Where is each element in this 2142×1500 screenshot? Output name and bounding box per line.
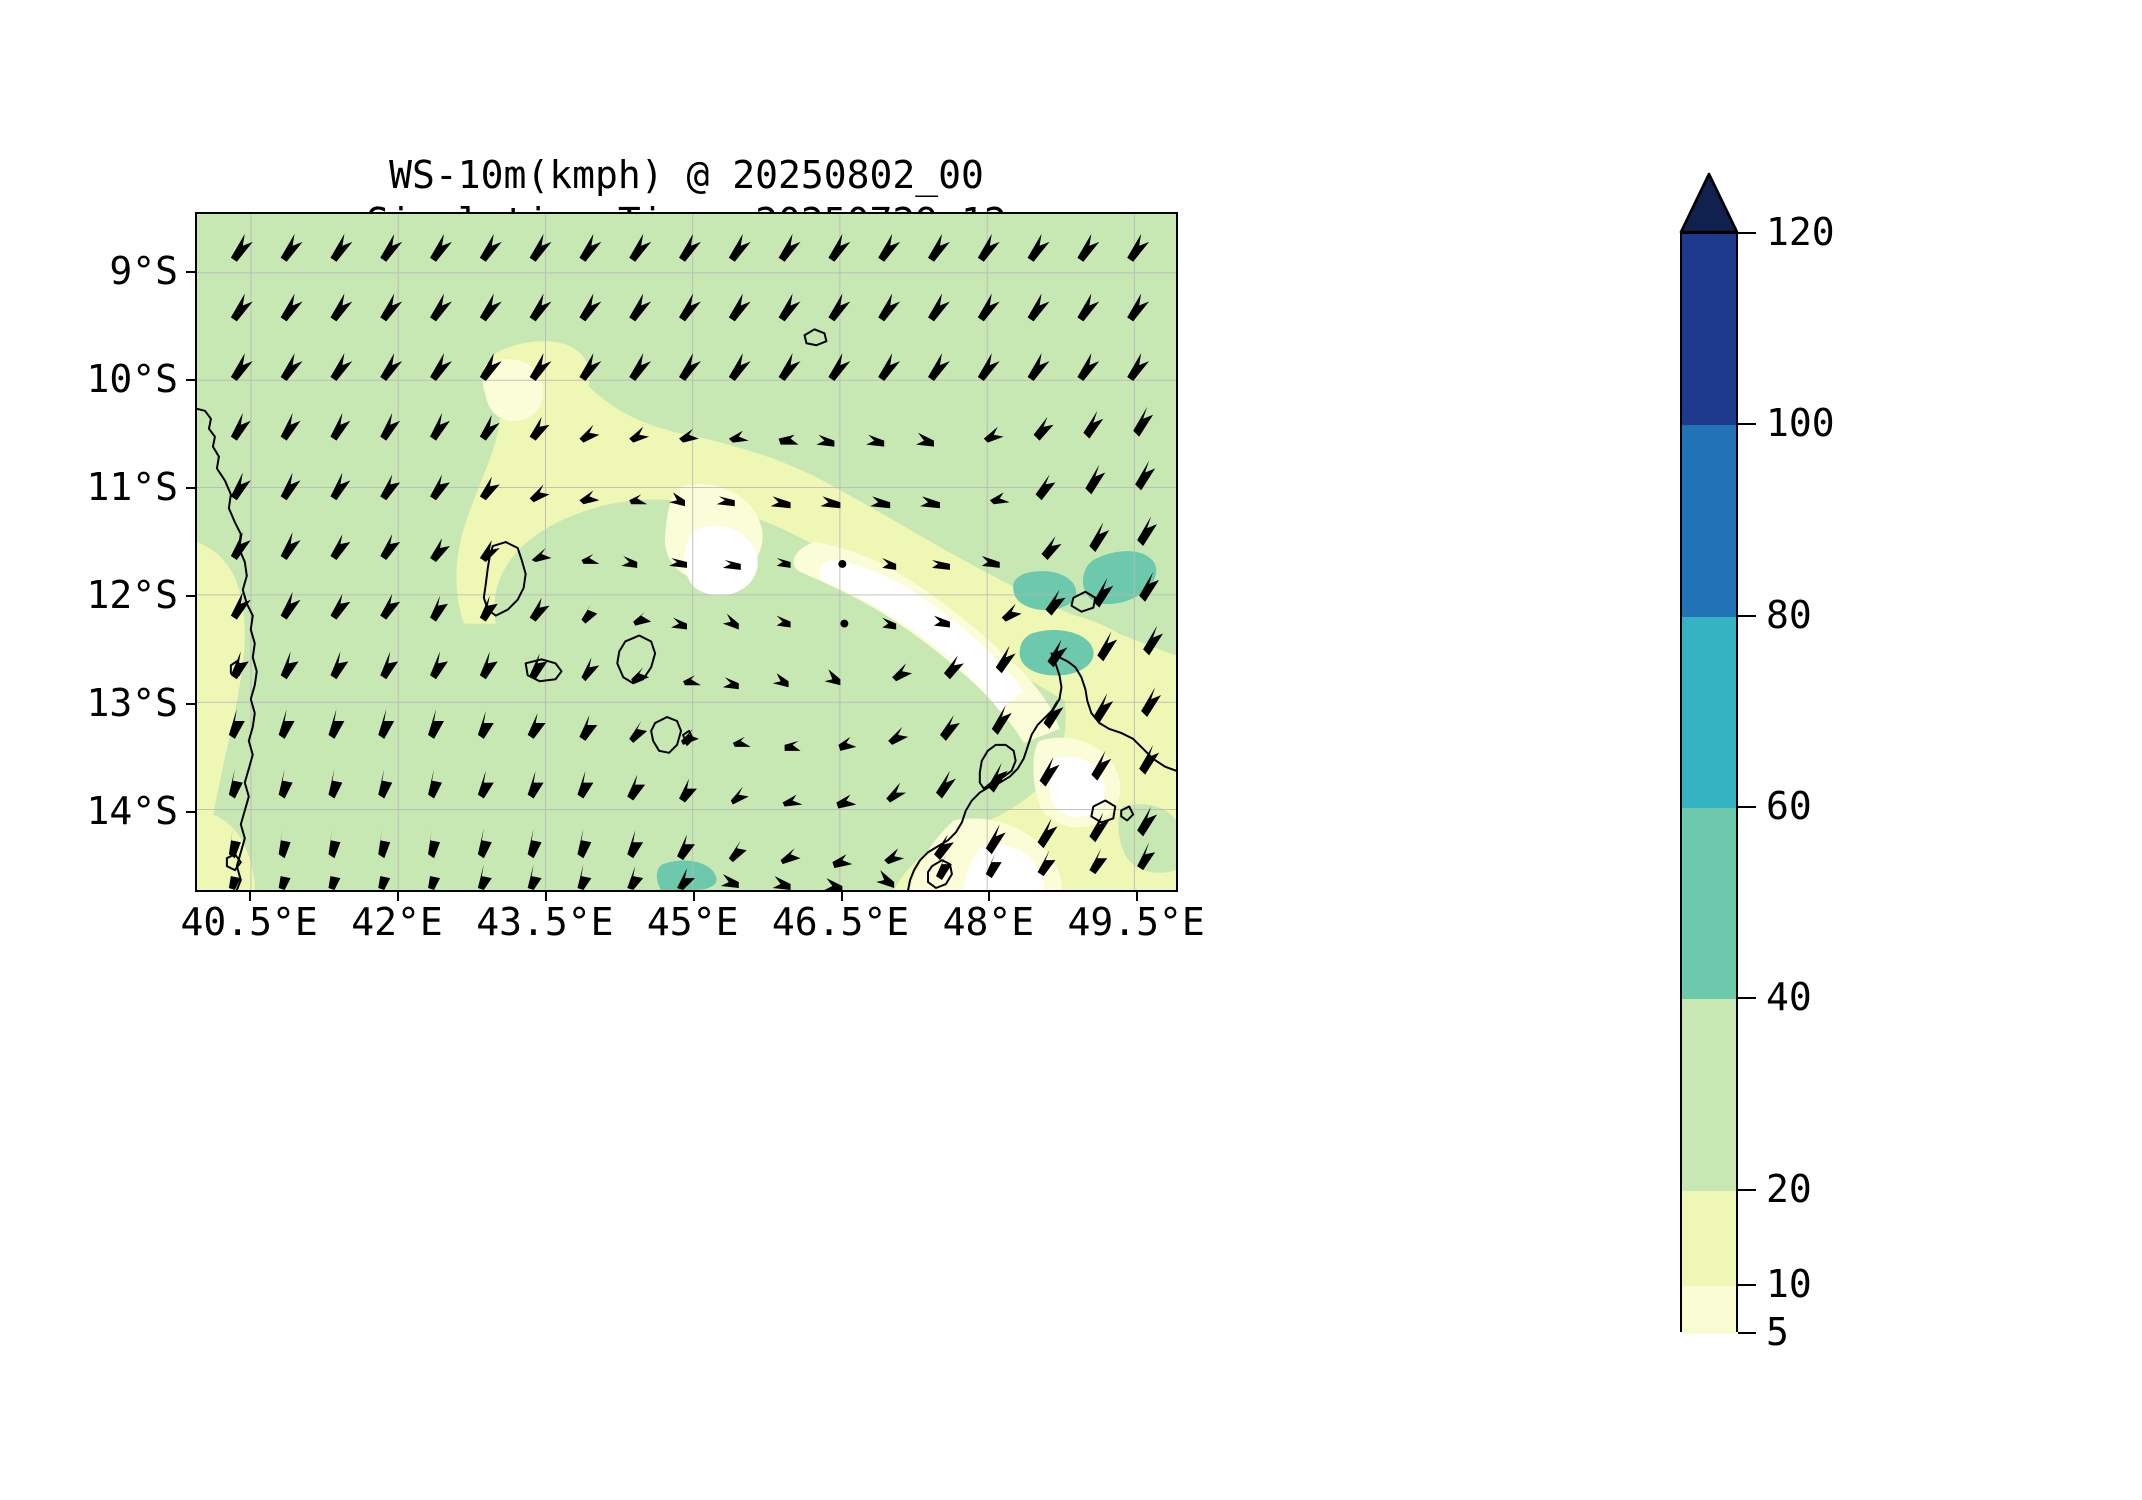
coastline-madagascar-islet-1 [1090,799,1117,824]
colorbar-band-5-10 [1682,1286,1736,1334]
ytick-label-14s: 14°S [86,789,270,833]
ytick-label-9s: 9°S [109,249,247,293]
colorbar-band-100-120 [1682,234,1736,426]
map-axes [195,212,1178,892]
colorbar-label-5: 5 [1766,1310,1789,1354]
colorbar-band-10-20 [1682,1190,1736,1287]
xtick-label-43-5e: 43.5°E [476,900,614,944]
shading-band-5-10-white [684,525,758,596]
wind-speed-map [197,214,1176,890]
xtick-mark [249,892,252,901]
colorbar-label-120: 120 [1766,210,1835,254]
ytick-text: 10°S [86,357,178,402]
xtick-label-49-5e: 49.5°E [1067,900,1205,944]
shading-band-10-20-africa-coast-2 [197,810,255,890]
coastline-madagascar-islet-2 [1120,805,1135,822]
coastline-mayotte [650,716,683,754]
shading-band-5-10-white2 [819,559,1024,712]
map-gridlines [197,214,1176,890]
colorbar-label-80: 80 [1766,592,1812,637]
wind-quiver-arrows [228,233,1164,890]
ytick-mark [186,271,195,274]
colorbar-label-10: 10 [1766,1262,1812,1307]
colorbar-tick-40 [1738,997,1756,1000]
coastline-africa [197,407,258,890]
ytick-mark [186,379,195,382]
coastline-madagascar-inlet [927,859,953,890]
ytick-label-10s: 10°S [86,357,270,401]
xtick-label-48e: 48°E [942,900,1035,944]
shading-band-5-10-white4 [963,844,1045,890]
xtick-label-45e: 45°E [646,900,739,944]
colorbar-tick-5 [1738,1332,1756,1334]
colorbar-tick-20 [1738,1188,1756,1191]
xtick-mark [692,892,695,901]
ytick-mark [186,811,195,813]
title-line-1: WS-10m(kmph) @ 20250802_00 [389,153,984,197]
ytick-mark [186,703,195,706]
colorbar-band-40-60 [1682,807,1736,1000]
colorbar-tick-100 [1738,423,1756,426]
ytick-text: 9°S [109,249,178,294]
colorbar-label-20: 20 [1766,1166,1812,1211]
coastline-islet-north [803,328,828,347]
colorbar-label-60: 60 [1766,783,1812,828]
colorbar-tick-120 [1738,232,1756,234]
ytick-mark [186,595,195,598]
colorbar-band-80-100 [1682,425,1736,617]
ytick-label-11s: 11°S [86,465,270,509]
shading-band-5-10-core5 [482,359,544,422]
shading-band-20-40-madagascar [1118,804,1176,873]
ytick-text: 12°S [86,573,178,618]
colorbar-label-100: 100 [1766,401,1835,446]
colorbar: 120 100 80 60 40 20 10 5 [1679,172,1835,1354]
colorbar-tick-60 [1738,805,1756,808]
colorbar-extend-arrow [1679,172,1739,234]
xtick-label-42e: 42°E [351,900,443,944]
xtick-mark [544,892,547,901]
coastline-moheli [524,658,563,683]
colorbar-band-60-80 [1682,616,1736,808]
colorbar-bands [1680,232,1738,1334]
xtick-mark [988,892,991,901]
colorbar-tick-80 [1738,614,1756,617]
xtick-label-46-5e: 46.5°E [771,900,910,944]
coastline-grande-comore [482,541,527,617]
shading-band-10-20-africa-coast [197,542,245,890]
xtick-label-40-5e: 40.5°E [180,900,318,944]
ytick-label-13s: 13°S [86,681,270,725]
ytick-label-12s: 12°S [86,573,270,617]
xtick-mark [397,892,399,901]
colorbar-tick-10 [1738,1284,1756,1287]
xtick-mark [840,892,843,901]
ytick-text: 11°S [86,465,178,510]
xtick-mark [1136,892,1139,901]
colorbar-band-20-40 [1682,999,1736,1191]
ytick-mark [186,487,195,490]
coastline-nosy-be [1070,590,1097,613]
shading-band-40-60-patch4 [656,860,717,890]
colorbar-label-40: 40 [1766,975,1812,1020]
ytick-text: 14°S [86,789,178,833]
ytick-text: 13°S [86,681,178,726]
shading-band-5-10-white3 [1048,756,1105,818]
